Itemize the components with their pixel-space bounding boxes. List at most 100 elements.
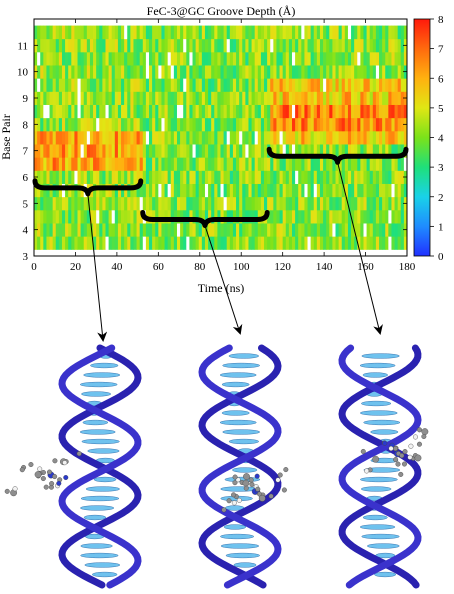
heatmap-cell (369, 223, 374, 237)
heatmap-cell (93, 104, 97, 119)
heatmap-cell (198, 236, 203, 250)
heatmap-cell (71, 209, 75, 224)
heatmap-cell (357, 223, 361, 237)
heatmap-cell (149, 78, 153, 92)
ligand-atom (401, 461, 407, 467)
heatmap-cell (403, 130, 408, 145)
heatmap-cell (379, 117, 383, 132)
heatmap-cell (379, 223, 383, 237)
heatmap-cell (220, 117, 225, 132)
heatmap-cell (288, 117, 293, 132)
heatmap-cell (145, 130, 150, 145)
base-pair (83, 372, 121, 378)
heatmap-cell (77, 223, 82, 237)
heatmap-cell (170, 144, 175, 158)
heatmap-cell (189, 78, 193, 92)
heatmap-cell (298, 157, 302, 171)
heatmap-cell (46, 209, 50, 224)
heatmap-cell (155, 130, 159, 145)
heatmap-cell (74, 130, 78, 145)
heatmap-cell (68, 144, 72, 158)
heatmap-cell (52, 117, 57, 132)
heatmap-cell (183, 104, 187, 119)
heatmap-cell (201, 51, 206, 66)
heatmap-cell (217, 65, 221, 79)
heatmap-cell (351, 223, 355, 237)
heatmap-cell (68, 91, 72, 105)
heatmap-cell (360, 236, 364, 250)
heatmap-cell (198, 157, 203, 171)
heatmap-cell (167, 157, 172, 171)
colorbar-tick-label: 4 (438, 133, 444, 145)
heatmap-cell (310, 25, 315, 40)
heatmap-cell (338, 130, 343, 145)
heatmap-cell (183, 157, 187, 171)
heatmap-cell (316, 117, 321, 132)
heatmap-cell (111, 25, 116, 40)
heatmap-cell (102, 196, 106, 211)
heatmap-cell (127, 196, 131, 211)
heatmap-cell (273, 183, 277, 198)
heatmap-cell (366, 78, 371, 92)
heatmap-cell (121, 51, 125, 66)
heatmap-cell (186, 104, 190, 119)
heatmap-cell (61, 51, 66, 66)
heatmap-cell (152, 236, 156, 250)
heatmap-cell (363, 25, 367, 40)
dna-structure-2 (198, 344, 289, 589)
heatmap-cell (226, 157, 231, 171)
ligand-atom (56, 480, 62, 486)
heatmap-cell (236, 170, 240, 184)
heatmap-cell (375, 209, 380, 224)
heatmap-cell (99, 196, 103, 211)
heatmap-cell (363, 209, 367, 224)
heatmap-cell (211, 236, 215, 250)
heatmap-cell (226, 65, 231, 79)
heatmap-cell (93, 38, 97, 53)
heatmap-cell (102, 78, 106, 92)
heatmap-cell (40, 25, 44, 40)
heatmap-cell (108, 51, 113, 66)
heatmap-cell (360, 209, 364, 224)
heatmap-cell (273, 91, 277, 105)
heatmap-cell (139, 196, 144, 211)
heatmap-cell (388, 117, 392, 132)
heatmap-cell (114, 104, 119, 119)
heatmap-cell (102, 236, 106, 250)
heatmap-cell (220, 183, 225, 198)
heatmap-cell (335, 65, 340, 79)
heatmap-cell (208, 144, 212, 158)
ligand-atom (268, 493, 274, 499)
heatmap-cell (388, 51, 392, 66)
heatmap-cell (149, 25, 153, 40)
heatmap-cell (310, 65, 315, 79)
heatmap-cell (347, 65, 352, 79)
heatmap-cell (270, 78, 274, 92)
heatmap-cell (313, 183, 318, 198)
heatmap-cell (400, 209, 405, 224)
heatmap-cell (257, 104, 262, 119)
heatmap-cell (347, 117, 352, 132)
heatmap-cell (313, 51, 318, 66)
heatmap-cell (366, 91, 371, 105)
heatmap-cell (52, 51, 57, 66)
heatmap-cell (341, 157, 346, 171)
heatmap-cell (130, 104, 134, 119)
backbone-strand (198, 344, 282, 589)
heatmap-cell (52, 144, 57, 158)
heatmap-cell (180, 196, 184, 211)
heatmap-cell (229, 209, 234, 224)
heatmap-cell (204, 170, 209, 184)
heatmap-cell (239, 209, 243, 224)
heatmap-cell (295, 25, 299, 40)
heatmap-cell (89, 117, 94, 132)
heatmap-cell (83, 25, 88, 40)
heatmap-cell (310, 117, 315, 132)
heatmap-cell (326, 104, 330, 119)
heatmap-cell (360, 117, 364, 132)
heatmap-cell (220, 196, 225, 211)
heatmap-cell (397, 65, 402, 79)
heatmap-cell (145, 38, 150, 53)
heatmap-cell (239, 157, 243, 171)
heatmap-cell (344, 223, 349, 237)
